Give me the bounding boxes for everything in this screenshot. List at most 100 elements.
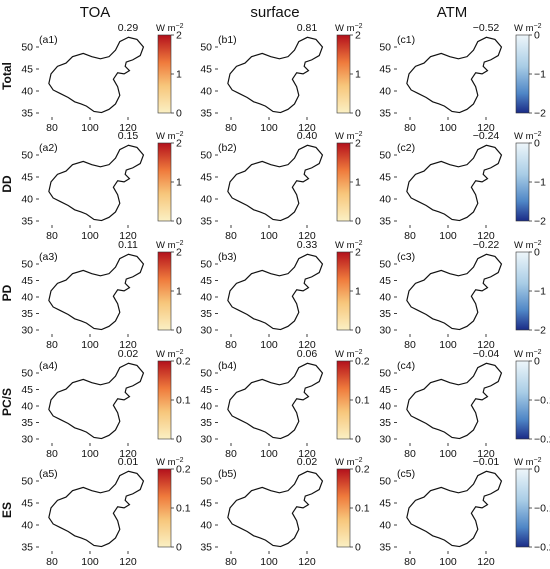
map-cell [115, 495, 123, 504]
y-tick-label: 35 [200, 216, 212, 228]
map-cell [227, 61, 232, 70]
map-cell [115, 162, 123, 171]
map-cell [501, 495, 502, 504]
map-cell [417, 423, 425, 432]
map-cell [217, 155, 224, 163]
map-cell [301, 409, 309, 417]
map-cell [48, 90, 53, 98]
map-cell [494, 502, 502, 511]
map-cell [315, 212, 323, 221]
map-cell [259, 394, 267, 403]
map-cell [143, 278, 144, 287]
map-cell [294, 495, 302, 504]
province-boundary [446, 380, 458, 411]
map-cell [238, 314, 246, 323]
colorbar-unit: W m−2 [514, 349, 542, 360]
map-cell [245, 155, 253, 163]
map-cell [273, 495, 281, 504]
map-cell [417, 363, 425, 367]
map-cell [80, 176, 88, 185]
map-cell [410, 212, 418, 221]
province-boundary [474, 419, 477, 439]
map-cell [94, 90, 102, 98]
province-boundary [446, 271, 458, 302]
map-cell [252, 409, 260, 417]
map-cell [438, 76, 446, 84]
map-cell [227, 531, 232, 540]
map-cell [417, 510, 425, 518]
map-cell [108, 545, 116, 547]
map-cell [445, 524, 453, 532]
map-cell [108, 430, 116, 439]
map-cell [424, 380, 432, 389]
map-cell [66, 517, 74, 525]
province-lines [423, 54, 492, 113]
map-cell [322, 423, 323, 432]
map-cell [73, 409, 81, 417]
map-cell [424, 502, 432, 511]
map-cell [38, 47, 45, 55]
map-cell [494, 90, 502, 98]
map-cell [266, 40, 274, 48]
map-cell [406, 61, 411, 70]
map-cell [245, 538, 253, 547]
map-cell [73, 300, 81, 308]
map-cell [445, 61, 453, 70]
map-cell [66, 502, 74, 511]
map-cell [129, 373, 137, 381]
map-cell [266, 278, 274, 287]
map-cell [480, 212, 488, 221]
map-cell [406, 90, 411, 98]
map-cell [143, 387, 144, 396]
map-cell [480, 474, 488, 482]
map-cell [38, 177, 45, 185]
map-cell [252, 191, 260, 199]
map-cell [452, 471, 460, 475]
map-cell [308, 437, 316, 439]
map-cell [266, 545, 274, 547]
map-cell [322, 285, 323, 294]
map-cell [322, 254, 323, 258]
map-cell [417, 328, 425, 330]
map-cell [115, 538, 123, 547]
map-cell [115, 402, 123, 410]
map-cell [80, 363, 88, 367]
map-cell [143, 155, 144, 163]
map-cell [143, 328, 144, 330]
map-cell [396, 98, 403, 106]
map-cell [322, 380, 323, 389]
map-cell [227, 495, 232, 504]
panel-label: (a5) [39, 468, 58, 480]
x-tick-label: 100 [81, 122, 99, 134]
map-cell [431, 191, 439, 199]
map-cell [431, 176, 439, 185]
map-cell [287, 471, 295, 475]
map-cell [101, 293, 109, 301]
map-cell [217, 496, 224, 504]
map-cell [494, 219, 502, 221]
map-cell [452, 481, 460, 489]
map-cell [452, 394, 460, 403]
map-cell [252, 373, 260, 381]
map-cell [252, 76, 260, 84]
map-cell [494, 68, 502, 77]
map-cell [438, 169, 446, 178]
map-cell [252, 471, 260, 475]
map-cell [438, 488, 446, 497]
map-cell [396, 373, 403, 381]
map-cell [266, 314, 274, 323]
map-cell [294, 321, 302, 330]
map-cell [301, 148, 309, 156]
map-cell [452, 184, 460, 192]
colorbar-unit: W m−2 [335, 457, 363, 468]
map-cell [438, 502, 446, 511]
province-boundary [446, 54, 458, 85]
map-cell [101, 37, 109, 41]
map-cell [238, 285, 246, 294]
map-cell [143, 363, 144, 367]
map-cell [308, 387, 316, 396]
colorbar-tick-label: −0.2 [534, 434, 550, 446]
map-cell [501, 471, 502, 475]
x-tick-label: 120 [477, 448, 495, 460]
map-cell [38, 489, 45, 497]
